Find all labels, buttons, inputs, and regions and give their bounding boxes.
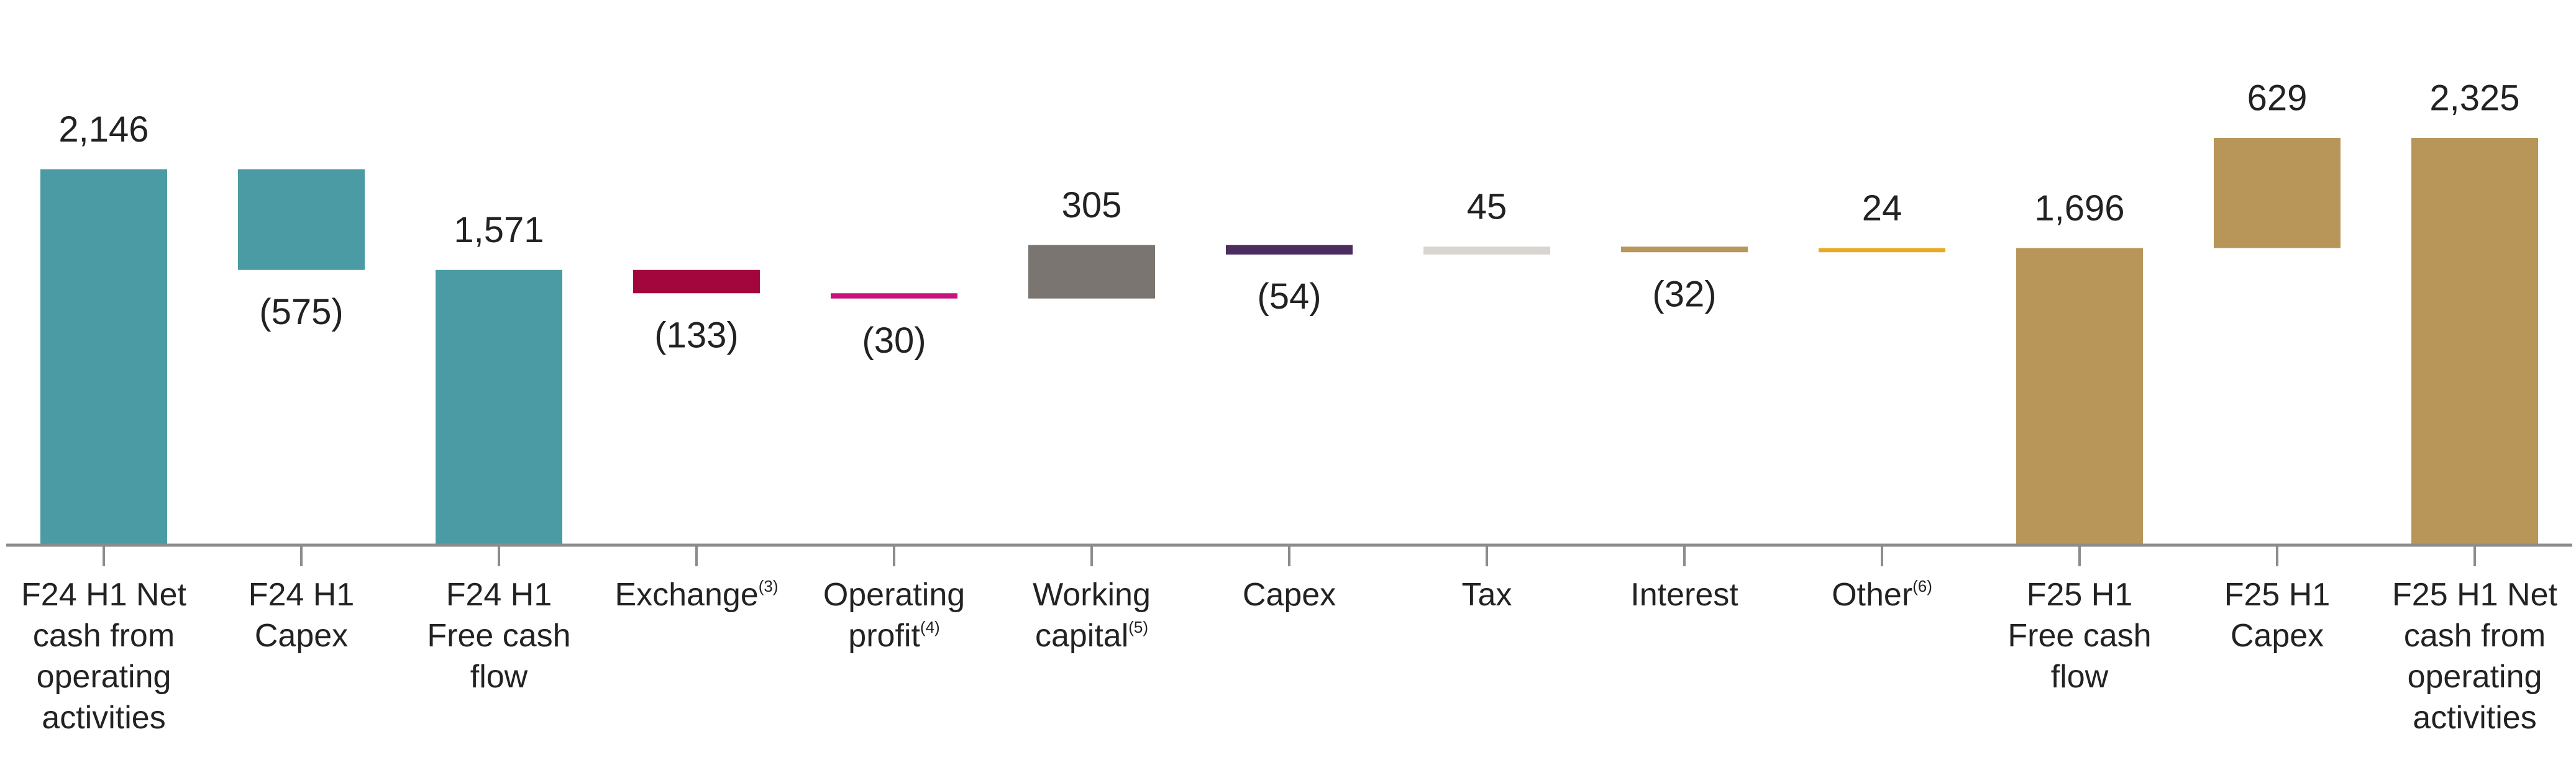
category-text: Tax <box>1461 577 1512 613</box>
value-label: (133) <box>654 315 738 356</box>
category-text: F24 H1 Net cash from operating activitie… <box>21 577 186 736</box>
x-tick-label: Exchange(3) <box>613 574 780 615</box>
category-text: F25 H1 Free cash flow <box>2007 577 2152 695</box>
value-label: (32) <box>1652 274 1716 315</box>
category-text: Capex <box>1242 577 1336 613</box>
value-label: 2,325 <box>2429 78 2519 118</box>
value-label: 1,696 <box>2034 188 2124 228</box>
bar <box>40 169 167 545</box>
value-label: 1,571 <box>454 210 544 250</box>
bar <box>2214 138 2341 248</box>
x-tick-label: F24 H1 Net cash from operating activitie… <box>20 574 188 738</box>
value-label: 24 <box>1862 188 1902 228</box>
x-tick-label: F25 H1 Free cash flow <box>1996 574 2163 697</box>
x-tick-label: Interest <box>1601 574 1768 615</box>
category-text: Interest <box>1630 577 1738 613</box>
bar <box>1423 247 1550 255</box>
x-tick-label: Capex <box>1205 574 1373 615</box>
x-tick-label: F25 H1 Capex <box>2193 574 2361 656</box>
category-text: Exchange <box>614 577 759 613</box>
x-tick-label: Other(6) <box>1798 574 1966 615</box>
x-tick-label: F24 H1 Free cash flow <box>415 574 583 697</box>
bar <box>633 269 760 294</box>
x-tick-label: Tax <box>1403 574 1571 615</box>
bar <box>1028 245 1155 299</box>
footnote-marker: (4) <box>920 618 940 636</box>
category-text: Operating profit <box>823 577 966 654</box>
category-text: F25 H1 Net cash from operating activitie… <box>2392 577 2557 736</box>
bar <box>1819 248 1945 253</box>
bar <box>436 269 562 545</box>
x-tick-label: Operating profit(4) <box>810 574 978 656</box>
category-text: Other <box>1832 577 1913 613</box>
bar <box>1226 245 1353 255</box>
category-text: F24 H1 Capex <box>248 577 355 654</box>
category-text: F25 H1 Capex <box>2224 577 2331 654</box>
value-label: 629 <box>2247 78 2308 118</box>
x-tick-label: F25 H1 Net cash from operating activitie… <box>2391 574 2559 738</box>
bar <box>238 169 365 270</box>
footnote-marker: (6) <box>1912 577 1932 595</box>
bar <box>831 293 957 299</box>
value-label: (575) <box>259 292 343 332</box>
x-tick-label: F24 H1 Capex <box>217 574 385 656</box>
bar <box>2411 138 2538 545</box>
category-text: F24 H1 Free cash flow <box>427 577 571 695</box>
bar <box>2016 248 2143 545</box>
x-tick-label: Working capital(5) <box>1008 574 1176 656</box>
footnote-marker: (3) <box>758 577 779 595</box>
value-label: 305 <box>1062 185 1122 225</box>
value-label: 45 <box>1467 187 1507 227</box>
bar <box>1621 247 1748 253</box>
category-text: Working capital <box>1033 577 1151 654</box>
value-label: 2,146 <box>58 109 148 150</box>
value-label: (30) <box>862 320 926 361</box>
value-label: (54) <box>1257 276 1321 317</box>
footnote-marker: (5) <box>1128 618 1149 636</box>
